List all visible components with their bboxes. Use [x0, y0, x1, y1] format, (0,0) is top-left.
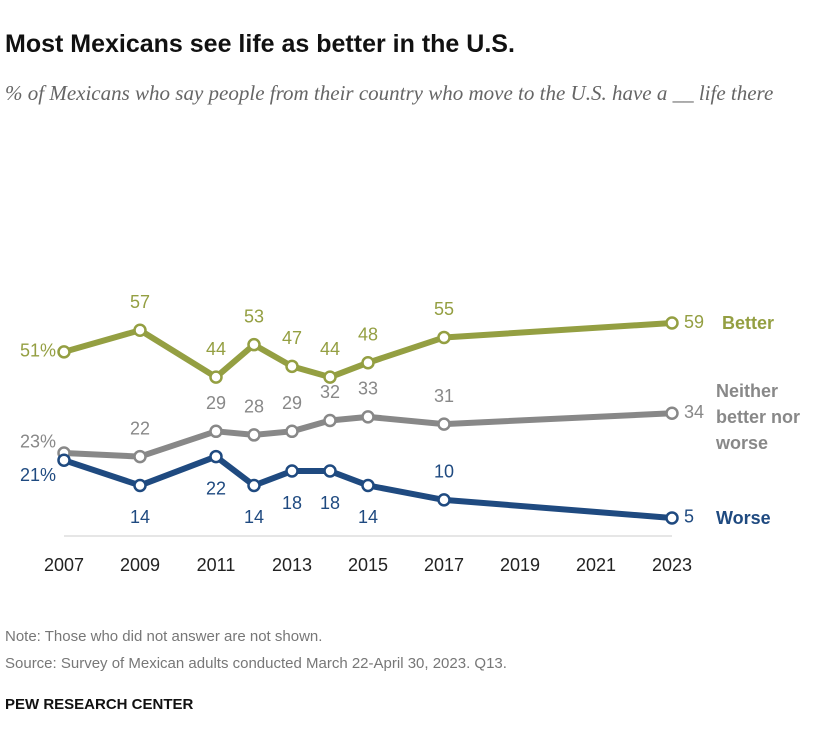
point [323, 464, 337, 478]
value-label: 18 [282, 493, 302, 513]
value-label: 34 [684, 402, 704, 422]
value-label: 59 [684, 312, 704, 332]
x-tick-label: 2013 [272, 555, 312, 575]
point [247, 337, 261, 352]
point [665, 316, 679, 330]
value-label: 55 [434, 299, 454, 319]
value-label: 14 [244, 507, 264, 527]
point [323, 370, 337, 384]
point [209, 449, 223, 464]
point [57, 345, 71, 359]
value-label: 23% [20, 432, 56, 452]
value-label: 29 [282, 393, 302, 413]
point [247, 428, 261, 442]
point [437, 330, 451, 345]
point [323, 413, 337, 428]
value-label: 10 [434, 462, 454, 482]
point [437, 493, 451, 507]
note: Note: Those who did not answer are not s… [5, 628, 323, 645]
chart-subtitle: % of Mexicans who say people from their … [5, 81, 774, 105]
point [665, 406, 679, 421]
point [361, 355, 375, 370]
value-label: 51% [20, 341, 56, 361]
point [285, 359, 299, 374]
value-label: 14 [130, 507, 150, 527]
point [133, 449, 147, 464]
point [437, 417, 451, 431]
point [361, 410, 375, 424]
legend-label: Neither better nor worse [716, 381, 801, 453]
value-label: 32 [320, 382, 340, 402]
x-tick-label: 2011 [197, 555, 236, 575]
point [361, 478, 375, 493]
point [133, 478, 147, 493]
x-tick-label: 2015 [348, 555, 388, 575]
value-label: 21% [20, 465, 56, 485]
value-label: 47 [282, 328, 302, 348]
x-tick-label: 2023 [652, 555, 692, 575]
point [209, 424, 223, 439]
source: Source: Survey of Mexican adults conduct… [5, 655, 507, 672]
point [665, 511, 679, 525]
point [133, 323, 147, 337]
legend-label: Better [722, 313, 775, 333]
value-label: 18 [320, 493, 340, 513]
value-label: 22 [130, 418, 150, 438]
value-label: 33 [358, 379, 378, 399]
value-label: 29 [206, 393, 226, 413]
point [247, 478, 261, 493]
brand: PEW RESEARCH CENTER [5, 696, 194, 713]
value-label: 31 [434, 386, 454, 406]
point [209, 370, 223, 384]
value-label: 44 [206, 339, 226, 359]
x-tick-label: 2009 [120, 555, 160, 575]
value-label: 22 [206, 478, 226, 498]
chart-title: Most Mexicans see life as better in the … [5, 30, 515, 58]
value-label: 28 [244, 397, 264, 417]
point [285, 464, 299, 478]
value-label: 44 [320, 339, 340, 359]
x-tick-label: 2021 [576, 555, 616, 575]
value-label: 57 [130, 292, 150, 312]
value-label: 48 [358, 324, 378, 344]
value-label: 53 [244, 306, 264, 326]
point [285, 424, 299, 439]
x-tick-label: 2017 [424, 555, 464, 575]
x-tick-label: 2019 [500, 555, 540, 575]
legend-label: Worse [716, 508, 771, 528]
point [57, 453, 71, 467]
value-label: 14 [358, 507, 378, 527]
x-tick-label: 2007 [44, 555, 84, 575]
value-label: 5 [684, 507, 694, 527]
